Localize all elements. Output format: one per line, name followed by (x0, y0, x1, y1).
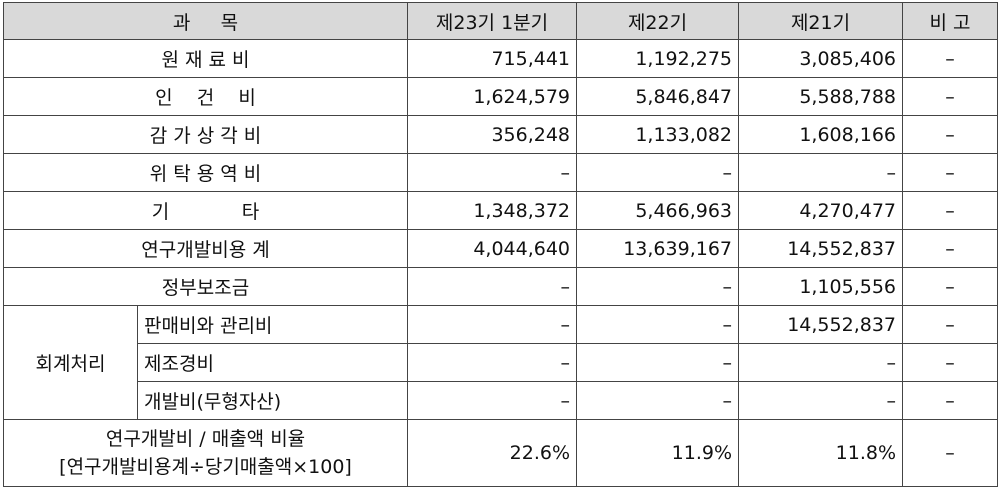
cell-note: – (902, 191, 999, 230)
cell-p22: – (576, 381, 740, 420)
table-row: 인 건 비 1,624,579 5,846,847 5,588,788 – (2, 77, 999, 116)
cell-p22: – (576, 343, 740, 382)
cell-p22: 5,466,963 (576, 191, 740, 230)
cell-note: – (902, 229, 999, 268)
cell-p22: 5,846,847 (576, 77, 740, 116)
row-label-dev-cost: 개발비(무형자산) (136, 381, 409, 420)
table-row: 원 재 료 비 715,441 1,192,275 3,085,406 – (2, 39, 999, 78)
row-label-sga: 판매비와 관리비 (136, 305, 409, 344)
cell-note: – (902, 77, 999, 116)
cell-note: – (902, 153, 999, 192)
cell-p22: 1,133,082 (576, 115, 740, 154)
table-row: 회계처리 판매비와 관리비 – – 14,552,837 – (3, 305, 999, 420)
table-row: 개발비(무형자산) – – – – (4, 381, 999, 420)
cell-p21: 3,085,406 (738, 39, 904, 78)
cell-q1: 1,348,372 (407, 191, 578, 230)
cell-note: – (902, 419, 999, 487)
rd-expense-table: 과 목 제23기 1분기 제22기 제21기 비 고 원 재 료 비 715,4… (2, 2, 999, 487)
cell-q1: – (407, 381, 578, 420)
row-label-subsidy: 정부보조금 (2, 267, 409, 306)
table-row: 정부보조금 – – 1,105,556 – (2, 267, 999, 306)
cell-q1: 22.6% (407, 419, 578, 487)
table-row: 제조경비 – – – – (4, 343, 999, 382)
ratio-label-line2: [연구개발비용계÷당기매출액×100] (59, 456, 352, 478)
cell-q1: 356,248 (407, 115, 578, 154)
cell-p22: – (576, 305, 740, 344)
cell-note: – (902, 115, 999, 154)
cell-p21: 11.8% (738, 419, 904, 487)
cell-p22: 11.9% (576, 419, 740, 487)
cell-p21: 1,608,166 (738, 115, 904, 154)
cell-note: – (902, 305, 999, 344)
cell-note: – (902, 381, 999, 420)
cell-q1: 715,441 (407, 39, 578, 78)
header-p22: 제22기 (576, 2, 740, 40)
cell-p21: 14,552,837 (738, 229, 904, 268)
cell-p21: 14,552,837 (738, 305, 904, 344)
row-label-manufacturing: 제조경비 (136, 343, 409, 382)
row-label-rd-total: 연구개발비용 계 (2, 229, 409, 268)
cell-q1: – (407, 153, 578, 192)
cell-note: – (902, 343, 999, 382)
cell-p22: 13,639,167 (576, 229, 740, 268)
cell-p22: – (576, 267, 740, 306)
header-q1: 제23기 1분기 (407, 2, 578, 40)
cell-p21: – (738, 381, 904, 420)
cell-note: – (902, 39, 999, 78)
accounting-group-label: 회계처리 (3, 305, 138, 420)
header-note: 비 고 (902, 2, 999, 40)
ratio-label-line1: 연구개발비 / 매출액 비율 (105, 428, 306, 450)
row-label-labor: 인 건 비 (2, 77, 409, 116)
table-row: 감 가 상 각 비 356,248 1,133,082 1,608,166 – (2, 115, 999, 154)
cell-q1: – (407, 343, 578, 382)
cell-p21: 1,105,556 (738, 267, 904, 306)
row-label-outsourcing: 위 탁 용 역 비 (2, 153, 409, 192)
cell-p21: 5,588,788 (738, 77, 904, 116)
table-row: 위 탁 용 역 비 – – – – (2, 153, 999, 192)
cell-note: – (902, 267, 999, 306)
row-label-raw-materials: 원 재 료 비 (2, 39, 409, 78)
cell-q1: – (407, 305, 578, 344)
header-row: 과 목 제23기 1분기 제22기 제21기 비 고 (2, 2, 999, 40)
row-label-depreciation: 감 가 상 각 비 (2, 115, 409, 154)
ratio-label: 연구개발비 / 매출액 비율 [연구개발비용계÷당기매출액×100] (2, 419, 409, 487)
table-row: 연구개발비용 계 4,044,640 13,639,167 14,552,837… (2, 229, 999, 268)
row-label-other: 기 타 (2, 191, 409, 230)
header-item: 과 목 (2, 2, 409, 40)
ratio-row: 연구개발비 / 매출액 비율 [연구개발비용계÷당기매출액×100] 22.6%… (2, 419, 999, 487)
cell-p21: – (738, 153, 904, 192)
cell-p22: – (576, 153, 740, 192)
cell-q1: 1,624,579 (407, 77, 578, 116)
cell-p21: – (738, 343, 904, 382)
header-p21: 제21기 (738, 2, 904, 40)
cell-q1: 4,044,640 (407, 229, 578, 268)
table-row: 기 타 1,348,372 5,466,963 4,270,477 – (2, 191, 999, 230)
cell-q1: – (407, 267, 578, 306)
cell-p22: 1,192,275 (576, 39, 740, 78)
cell-p21: 4,270,477 (738, 191, 904, 230)
